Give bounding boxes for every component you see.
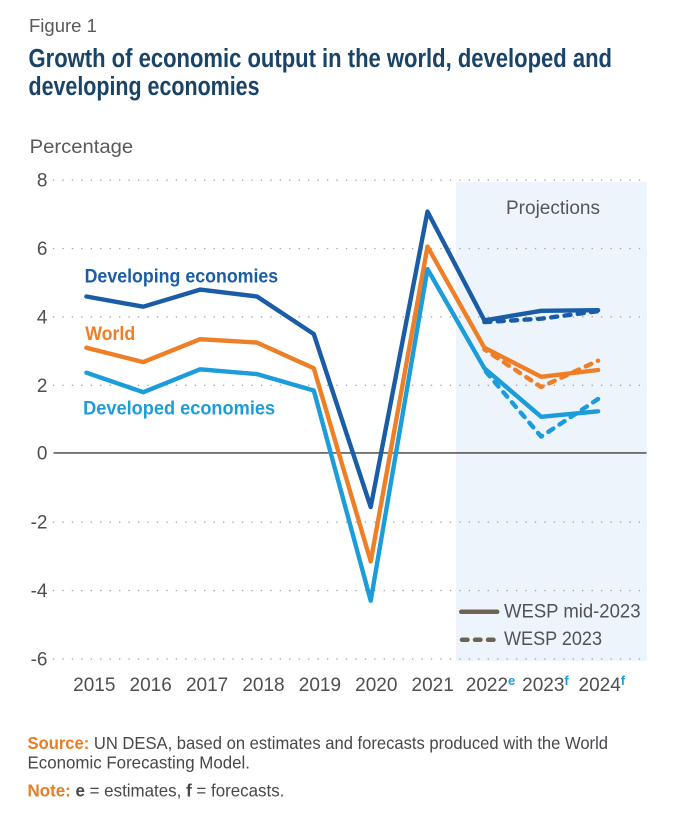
- svg-text:developing economies: developing economies: [29, 73, 260, 101]
- svg-text:2021: 2021: [412, 675, 454, 696]
- svg-text:2023: 2023: [522, 675, 564, 696]
- svg-text:Percentage: Percentage: [30, 137, 134, 158]
- svg-text:Growth of economic output in t: Growth of economic output in the world, …: [29, 45, 613, 73]
- svg-text:2019: 2019: [299, 675, 341, 696]
- svg-text:6: 6: [37, 239, 48, 260]
- svg-text:Developed economies: Developed economies: [83, 397, 275, 419]
- svg-text:2020: 2020: [355, 675, 397, 696]
- svg-text:Note: e = estimates, f = forec: Note: e = estimates, f = forecasts.: [28, 780, 285, 800]
- svg-text:4: 4: [37, 308, 48, 329]
- svg-text:Economic Forecasting Model.: Economic Forecasting Model.: [28, 752, 251, 772]
- svg-text:2022: 2022: [466, 675, 508, 696]
- svg-text:WESP 2023: WESP 2023: [504, 629, 602, 650]
- svg-text:WESP mid-2023: WESP mid-2023: [504, 601, 641, 622]
- svg-text:2024: 2024: [579, 675, 622, 696]
- svg-text:f: f: [621, 673, 626, 688]
- svg-text:World: World: [85, 323, 135, 345]
- svg-text:Developing economies: Developing economies: [85, 265, 279, 287]
- svg-text:Figure 1: Figure 1: [29, 15, 97, 36]
- svg-text:f: f: [564, 673, 569, 688]
- svg-text:-2: -2: [31, 513, 48, 534]
- svg-text:2017: 2017: [186, 675, 228, 696]
- svg-text:2016: 2016: [130, 675, 172, 696]
- svg-text:-6: -6: [31, 650, 48, 671]
- svg-text:Projections: Projections: [506, 198, 600, 219]
- svg-text:2018: 2018: [242, 675, 284, 696]
- svg-text:8: 8: [37, 171, 48, 192]
- svg-text:-4: -4: [31, 581, 48, 602]
- svg-text:e: e: [508, 673, 515, 688]
- svg-text:Source: UN DESA, based on esti: Source: UN DESA, based on estimates and …: [28, 733, 609, 753]
- svg-text:2: 2: [37, 376, 48, 397]
- svg-text:0: 0: [37, 444, 48, 465]
- svg-text:2015: 2015: [73, 675, 115, 696]
